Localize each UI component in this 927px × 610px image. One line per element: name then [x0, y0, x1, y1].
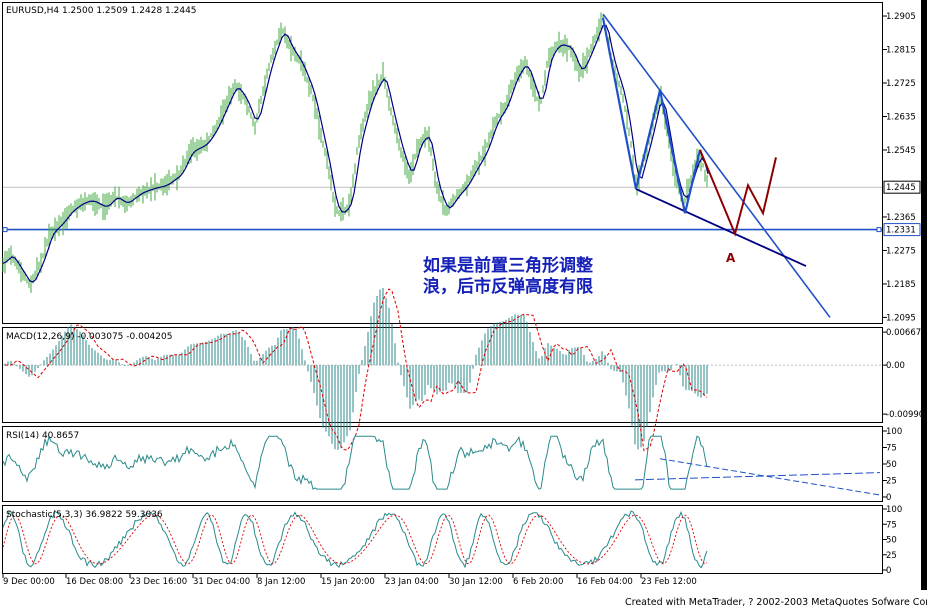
price-tick-label: 1.2635: [886, 112, 916, 122]
annotation-line-2: 浪，后市反弹高度有限: [423, 276, 593, 297]
stochastic-lines: [2, 510, 708, 569]
price-tick-label: 1.2095: [886, 313, 916, 323]
price-tick-label: 1.2185: [886, 280, 916, 290]
current-price-label: 1.2445: [886, 183, 916, 193]
price-tick-label: 1.2905: [886, 12, 916, 22]
time-tick-label: 23 Dec 16:00: [130, 577, 187, 587]
time-tick-label: 23 Jan 04:00: [385, 577, 439, 587]
price-panel-frame: [2, 2, 883, 324]
level-price-label: 1.2331: [886, 226, 916, 236]
rsi-panel-frame: [2, 426, 883, 502]
upper-trendline: [602, 13, 831, 318]
time-tick-label: 8 Jan 12:00: [257, 577, 305, 587]
time-tick-label: 31 Dec 04:00: [193, 577, 250, 587]
price-tick-label: 1.2725: [886, 79, 916, 89]
time-tick-label: 9 Dec 00:00: [3, 577, 55, 587]
macd-tick-label: 0.00: [886, 361, 905, 371]
projection-path: [699, 149, 777, 237]
macd-histogram: [3, 288, 882, 452]
macd-panel-title: MACD(12,26,9) -0.003075 -0.004205: [6, 332, 172, 342]
stoch-tick-label: 25: [886, 551, 897, 561]
time-tick-label: 23 Feb 12:00: [641, 577, 697, 587]
time-tick-label: 6 Feb 20:00: [513, 577, 563, 587]
rsi-tick-label: 0: [886, 493, 891, 503]
price-tick-label: 1.2815: [886, 46, 916, 56]
rsi-tick-label: 25: [886, 477, 897, 487]
credit-text: Created with MetaTrader, ? 2002-2003 Met…: [625, 597, 927, 608]
stoch-tick-label: 0: [886, 566, 891, 576]
annotation-marker-a: A: [726, 251, 736, 265]
level-handle-right: [876, 227, 882, 233]
price-tick-label: 1.2275: [886, 246, 916, 256]
time-tick-label: 16 Dec 08:00: [66, 577, 123, 587]
stoch-k-line: [2, 510, 708, 569]
macd-tick-label: 0.00667: [886, 328, 921, 338]
time-tick-label: 16 Feb 04:00: [577, 577, 633, 587]
stoch-d-line: [2, 514, 708, 565]
stoch-tick-label: 100: [886, 505, 902, 515]
annotation-line-1: 如果是前置三角形调整: [423, 255, 593, 276]
wave-lines: [601, 17, 702, 214]
stoch-tick-label: 75: [886, 520, 897, 530]
right-edge-bar: [921, 0, 927, 590]
rsi-upper-trendline: [659, 458, 881, 496]
rsi-tick-label: 50: [886, 460, 897, 470]
moving-average-line: [2, 24, 709, 283]
rsi-tick-label: 100: [886, 427, 902, 437]
rsi-lower-trendline: [634, 472, 881, 481]
moving-average: [2, 24, 709, 283]
rsi-panel-title: RSI(14) 40.8657: [6, 431, 79, 441]
price-panel-title: EURUSD,H4 1.2500 1.2509 1.2428 1.2445: [6, 6, 197, 16]
level-handle-left: [2, 227, 8, 233]
rsi-tick-label: 75: [886, 444, 897, 454]
current-price-box: [883, 180, 921, 194]
rsi-line: [2, 434, 881, 496]
rsi-curve: [2, 434, 708, 490]
time-tick-label: 30 Jan 12:00: [449, 577, 503, 587]
level-price-box: [883, 223, 921, 237]
price-tick-label: 1.2365: [886, 213, 916, 223]
lower-trendline: [635, 188, 807, 267]
trend-drawings: [601, 13, 831, 318]
stoch-tick-label: 50: [886, 536, 897, 546]
price-bars: [2, 12, 708, 294]
time-tick-label: 15 Jan 20:00: [321, 577, 375, 587]
macd-tick-label: -0.00990: [886, 410, 924, 420]
stochastic-panel-title: Stochastic(5,3,3) 36.9822 59.3036: [6, 510, 163, 520]
price-tick-label: 1.2545: [886, 146, 916, 156]
macd-signal-line: [5, 288, 708, 452]
